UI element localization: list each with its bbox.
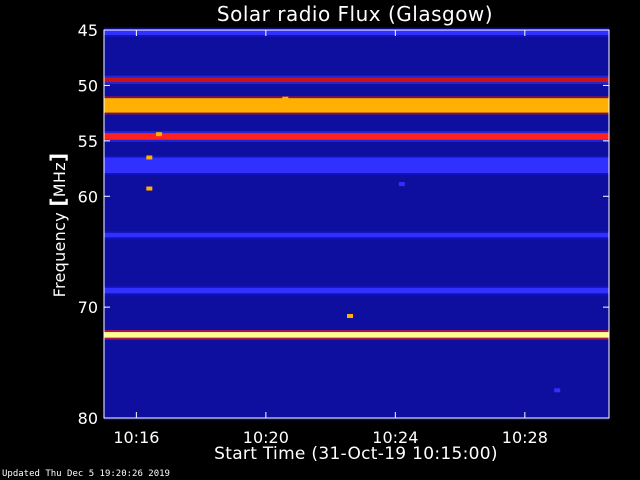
bracket-open: [ [46,197,70,207]
burst-marker [554,388,561,393]
y-tick-label: 50 [78,76,98,95]
background-row [104,304,609,314]
background-row [104,402,609,412]
background-row [104,278,609,288]
burst-marker [398,182,405,187]
background-row [104,242,609,252]
y-tick-label: 55 [78,132,98,151]
background-row [104,198,609,208]
band [104,157,609,174]
y-axis-unit: MHz [50,162,69,198]
background-row [104,340,609,350]
background-row [104,296,609,305]
background-row [104,251,609,261]
band [104,287,609,294]
background-row [104,411,609,421]
background-row [104,171,609,181]
background-row [104,349,609,359]
background-row [104,118,609,128]
band [104,98,609,113]
burst-marker [282,96,289,101]
background-row [104,322,609,332]
background-row [104,216,609,226]
band [104,77,609,83]
y-axis-label: Frequency [MHz] [46,153,70,298]
burst-marker [146,155,153,160]
band [104,133,609,140]
band [104,232,609,238]
background-row [104,180,609,190]
x-axis: 10:16 10:20 10:24 10:28 [113,30,548,447]
y-tick-label: 60 [78,187,98,206]
background-row [104,225,609,234]
background-row [104,358,609,368]
background-row [104,269,609,279]
background-row [104,367,609,376]
background-row [104,189,609,199]
y-tick-label: 45 [78,21,98,40]
emission-bands [104,27,609,421]
background-row [104,47,609,57]
background-row [104,375,609,385]
burst-marker [146,186,153,191]
x-tick-label: 10:20 [243,428,289,447]
x-tick-label: 10:28 [502,428,548,447]
y-tick-label: 80 [78,409,98,428]
x-tick-label: 10:16 [113,428,159,447]
x-axis-label: Start Time (31-Oct-19 10:15:00) [214,444,498,464]
background-row [104,207,609,217]
background-row [104,56,609,66]
chart-title: Solar radio Flux (Glasgow) [216,2,494,26]
background-row [104,260,609,270]
updated-timestamp: Updated Thu Dec 5 19:20:26 2019 [2,469,170,479]
background-row [104,38,609,48]
background-row [104,145,609,155]
x-tick-label: 10:24 [372,428,418,447]
burst-marker [156,132,163,137]
bracket-close: ] [46,152,70,163]
plot-frame [103,29,610,419]
y-axis-label-text: Frequency [50,206,69,298]
y-axis: 45 50 55 60 70 80 [78,21,609,428]
background-row [104,313,609,323]
background-row [104,393,609,403]
burst-marker [347,314,354,319]
background-row [104,384,609,394]
background-row [104,83,609,93]
band [104,29,609,35]
background-row [104,65,609,75]
y-tick-label: 70 [78,298,98,317]
band [104,332,609,338]
burst-markers [146,96,561,393]
